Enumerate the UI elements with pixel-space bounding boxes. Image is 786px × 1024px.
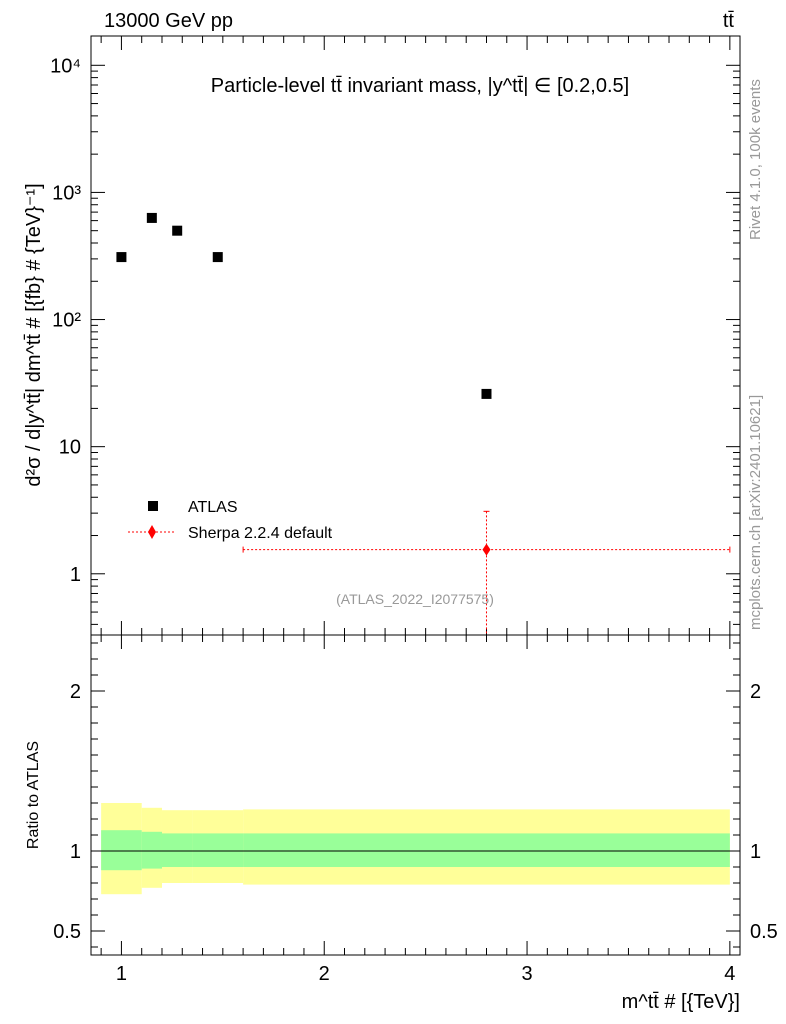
- legend-sherpa-marker: [148, 525, 156, 539]
- ratio-y-tick-label-left: 1: [70, 841, 81, 863]
- ratio-y-tick-label-left: 2: [70, 681, 81, 703]
- atlas-data-point: [212, 252, 223, 263]
- main-panel-frame: [90, 35, 741, 636]
- x-tick-label: 2: [319, 963, 330, 985]
- legend-atlas-label: ATLAS: [188, 499, 238, 516]
- main-y-tick-labels: 1 10 10² 10³ 10⁴: [50, 55, 81, 585]
- atlas-data-point: [116, 252, 127, 263]
- sherpa-mc-point: [482, 543, 491, 556]
- ratio-band-inner: [101, 830, 142, 871]
- main-panel: 1 10 10² 10³ 10⁴ Particle-level tt̄ invarian…: [23, 35, 741, 636]
- legend-sherpa-label: Sherpa 2.2.4 default: [188, 525, 333, 542]
- watermark-label: (ATLAS_2022_I2077575): [336, 591, 494, 607]
- ratio-panel: 0.5 0.5 1 1 2 2 1 2 3 4 Ratio to ATLAS m^tt̄ # […: [25, 634, 778, 1013]
- ratio-y-tick-label-left: 0.5: [53, 921, 81, 943]
- main-panel-marks: [116, 212, 731, 635]
- main-y-tick-label: 10: [59, 437, 81, 459]
- ratio-band-inner: [141, 831, 162, 869]
- main-y-tick-label: 10²: [52, 310, 81, 332]
- x-tick-label: 1: [116, 963, 127, 985]
- ratio-band-inner: [161, 833, 193, 867]
- header-process-label: tt̄: [723, 10, 735, 32]
- rivet-version-label: Rivet 4.1.0, 100k events: [747, 79, 764, 240]
- ratio-band-inner: [243, 833, 730, 867]
- x-tick-label: 3: [521, 963, 532, 985]
- atlas-data-point: [146, 212, 157, 223]
- ratio-y-tick-label-right: 0.5: [750, 921, 778, 943]
- main-y-tick-label: 1: [70, 564, 81, 586]
- atlas-data-point: [481, 388, 492, 399]
- mcplots-label: mcplots.cern.ch [arXiv:2401.10621]: [747, 395, 764, 630]
- main-chart-title: Particle-level tt̄ invariant mass, |y^tt…: [211, 75, 629, 97]
- legend-atlas-marker: [148, 501, 158, 511]
- ratio-panel-frame: [90, 634, 741, 956]
- ratio-y-axis-label: Ratio to ATLAS: [25, 741, 42, 849]
- main-y-tick-label: 10⁴: [50, 55, 81, 77]
- x-tick-labels: 1 2 3 4: [116, 963, 736, 985]
- ratio-y-tick-label-right: 1: [750, 841, 761, 863]
- legend: ATLAS Sherpa 2.2.4 default: [128, 499, 333, 542]
- ratio-y-tick-label-right: 2: [750, 681, 761, 703]
- x-tick-label: 4: [724, 963, 735, 985]
- ratio-bands: [91, 803, 740, 895]
- ratio-band-inner: [192, 833, 244, 867]
- main-y-axis-label: d²σ / d|y^tt̄| dm^tt̄ # [{fb} # {TeV}⁻¹]: [23, 183, 45, 486]
- header-energy-label: 13000 GeV pp: [104, 10, 233, 32]
- atlas-data-point: [172, 225, 183, 236]
- ratio-panel-ticks: [91, 635, 740, 955]
- main-y-tick-label: 10³: [52, 182, 81, 204]
- x-axis-label: m^tt̄ # [{TeV}]: [622, 991, 740, 1013]
- ratio-y-tick-labels: 0.5 0.5 1 1 2 2: [53, 681, 778, 943]
- main-panel-ticks: [91, 36, 740, 635]
